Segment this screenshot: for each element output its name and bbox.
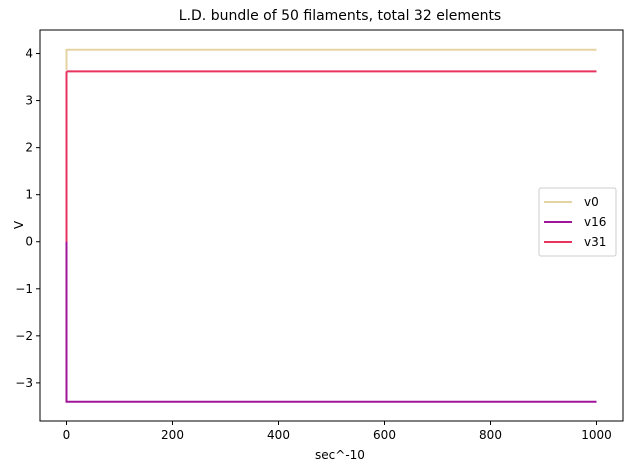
plot-frame [39, 29, 624, 422]
y-tick-label: −1 [15, 282, 33, 296]
x-tick-label: 0 [63, 428, 71, 442]
y-axis-label: V [12, 220, 26, 229]
legend: v0 v16 v31 [538, 187, 617, 257]
legend-label-v16: v16 [584, 215, 606, 229]
y-axis: −3 −2 −1 0 1 2 3 4 [15, 47, 40, 390]
y-tick-label: −2 [15, 329, 33, 343]
legend-box [538, 187, 617, 257]
y-tick-label: −3 [15, 376, 33, 390]
x-tick-label: 1000 [581, 428, 612, 442]
chart-title: L.D. bundle of 50 filaments, total 32 el… [179, 8, 501, 24]
x-tick-label: 800 [479, 428, 502, 442]
y-tick-label: 2 [25, 141, 33, 155]
legend-label-v0: v0 [584, 195, 599, 209]
y-tick-label: 0 [25, 235, 33, 249]
x-axis: 0 200 400 600 800 1000 [63, 421, 612, 442]
y-tick-label: 1 [25, 188, 33, 202]
x-tick-label: 600 [373, 428, 396, 442]
x-axis-label: sec^-10 [315, 448, 365, 462]
y-tick-label: 4 [25, 47, 33, 61]
series-line-v16 [65, 241, 597, 403]
series-line-v0 [65, 48, 597, 70]
x-tick-label: 400 [267, 428, 290, 442]
x-tick-label: 200 [161, 428, 184, 442]
legend-label-v31: v31 [584, 235, 606, 249]
plot-series [65, 48, 597, 403]
y-tick-label: 3 [25, 94, 33, 108]
